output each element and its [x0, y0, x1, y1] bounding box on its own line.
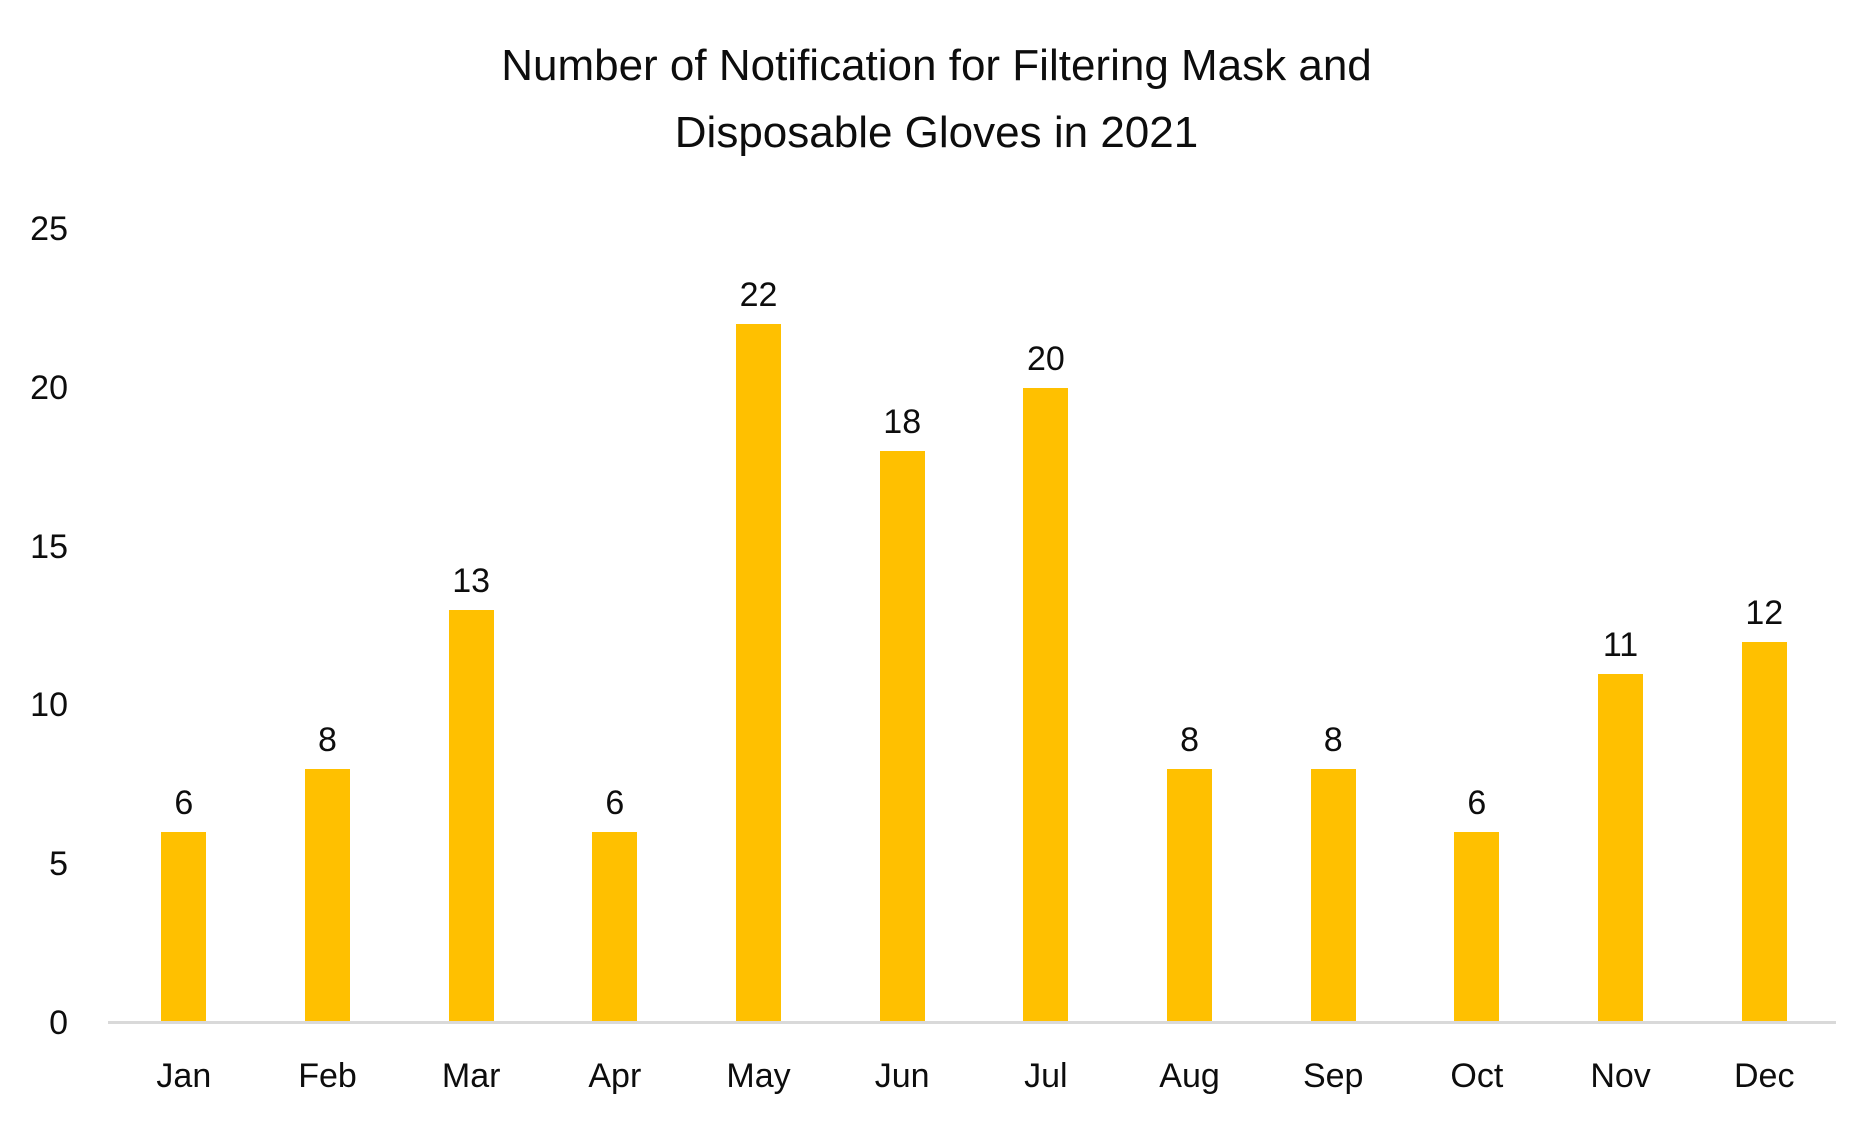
bar-value-label: 6 — [605, 784, 625, 823]
bar-may — [736, 324, 782, 1023]
x-axis-label-feb: Feb — [298, 1057, 357, 1095]
y-axis-tick-label: 20 — [30, 368, 68, 407]
y-axis-tick-label: 5 — [49, 845, 68, 884]
bar-value-label: 18 — [883, 403, 922, 442]
bar-value-label: 8 — [318, 720, 337, 759]
bar-dec — [1741, 641, 1787, 1023]
chart-title: Number of Notification for Filtering Mas… — [0, 32, 1873, 166]
bar-oct — [1454, 832, 1500, 1023]
bars-container: 6 Jan 8 Feb 13 Mar 6 Apr 22 May 18 Jun 20 Jul 8 Aug 8 Sep… — [112, 229, 1836, 1093]
bar-value-label: 6 — [1467, 784, 1487, 823]
x-axis-label-may: May — [726, 1057, 791, 1095]
bar-sep — [1310, 768, 1356, 1023]
bar-mar — [448, 610, 494, 1023]
x-axis-label-dec: Dec — [1733, 1057, 1795, 1095]
bar-jul — [1023, 387, 1069, 1023]
bar-value-label: 6 — [174, 784, 194, 823]
bar-column-nov: 11 Nov — [1549, 229, 1693, 1093]
y-axis-tick-labels: 0 5 10 15 20 25 — [0, 212, 68, 1040]
x-axis-label-apr: Apr — [588, 1057, 642, 1095]
bar-value-label: 11 — [1602, 625, 1639, 664]
bar-column-jan: 6 Jan — [112, 229, 256, 1093]
bar-column-jun: 18 Jun — [830, 229, 974, 1093]
bar-column-feb: 8 Feb — [256, 229, 400, 1093]
bar-column-aug: 8 Aug — [1118, 229, 1262, 1093]
plot-area: 0 5 10 15 20 25 6 Jan 8 Feb 13 Mar 6 Apr 22 May 18 Jun 20… — [0, 212, 1873, 1093]
x-axis-label-jul: Jul — [1024, 1057, 1068, 1095]
bar-value-label: 8 — [1180, 720, 1199, 759]
x-axis-label-jan: Jan — [156, 1057, 212, 1095]
bar-aug — [1167, 768, 1213, 1023]
bar-value-label: 20 — [1026, 339, 1065, 378]
bar-nov — [1598, 673, 1644, 1023]
y-axis-tick-label: 25 — [30, 210, 68, 248]
bar-jun — [879, 451, 925, 1023]
bar-column-dec: 12 Dec — [1692, 229, 1836, 1093]
x-axis-label-jun: Jun — [874, 1057, 930, 1095]
bar-column-apr: 6 Apr — [543, 229, 687, 1093]
y-axis-tick-label: 10 — [30, 686, 68, 725]
bar-column-mar: 13 Mar — [399, 229, 543, 1093]
x-axis-label-sep: Sep — [1302, 1057, 1364, 1095]
x-axis-label-oct: Oct — [1450, 1057, 1504, 1095]
bar-column-oct: 6 Oct — [1405, 229, 1549, 1093]
bar-feb — [305, 768, 350, 1023]
bar-apr — [592, 832, 638, 1023]
bar-value-label: 12 — [1745, 593, 1784, 632]
bar-column-jul: 20 Jul — [974, 229, 1118, 1093]
chart-title-line-2: Disposable Gloves in 2021 — [674, 108, 1199, 157]
bar-value-label: 22 — [739, 276, 778, 315]
y-axis-tick-label: 15 — [30, 527, 68, 566]
bar-column-sep: 8 Sep — [1261, 229, 1405, 1093]
chart-title-line-1: Number of Notification for Filtering Mas… — [501, 41, 1372, 90]
y-axis-tick-label: 0 — [49, 1004, 68, 1042]
x-axis-label-aug: Aug — [1159, 1057, 1220, 1095]
x-axis-label-nov: Nov — [1590, 1057, 1651, 1095]
x-axis-label-mar: Mar — [441, 1057, 501, 1095]
x-axis-line — [108, 1021, 1836, 1024]
bar-value-label: 13 — [452, 562, 491, 601]
bar-jan — [161, 832, 207, 1023]
bar-value-label: 8 — [1323, 720, 1343, 759]
bar-column-may: 22 May — [687, 229, 831, 1093]
